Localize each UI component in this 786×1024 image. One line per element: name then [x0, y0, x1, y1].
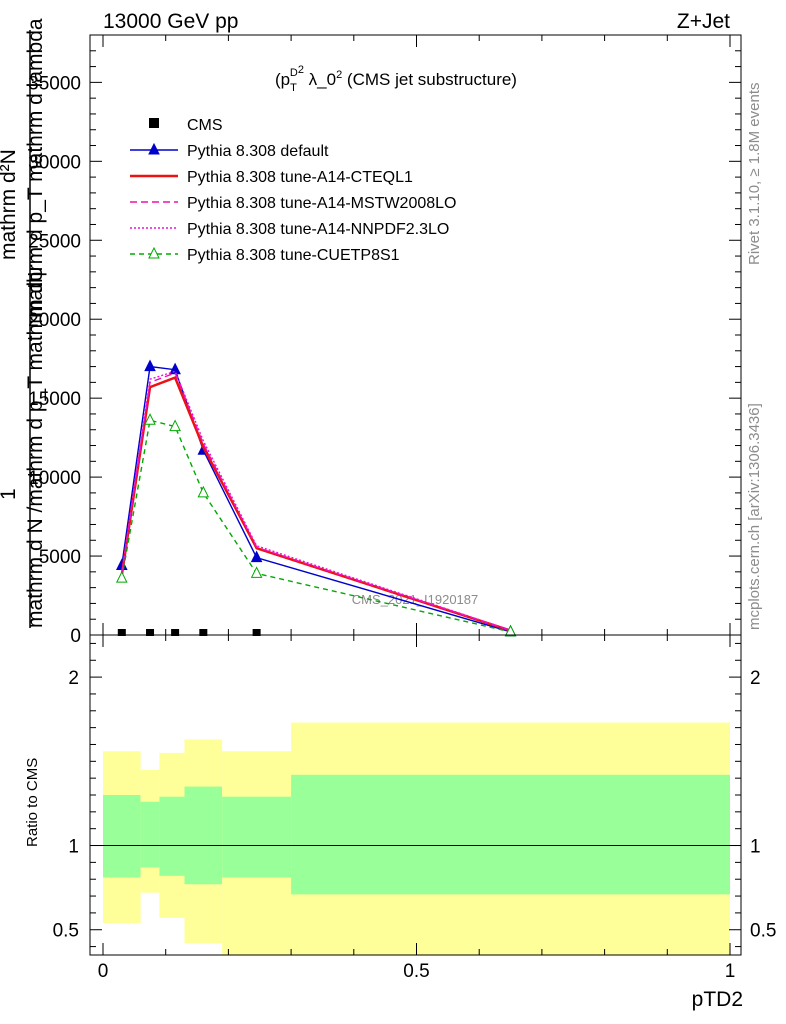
legend-label: Pythia 8.308 tune-A14-NNPDF2.3LO [187, 221, 449, 238]
series-layer [116, 359, 517, 637]
y-tick-label: 15000 [28, 389, 81, 410]
green-band [222, 796, 292, 878]
y-tick-label: 30000 [28, 152, 81, 173]
legend-label: Pythia 8.308 tune-CUETP8S1 [187, 247, 400, 264]
ratio-y-tick-label-right: 2 [750, 668, 761, 689]
green-band [103, 795, 141, 878]
green-band [140, 801, 160, 868]
series-marker [504, 624, 517, 637]
series-marker [116, 571, 128, 583]
rivet-version-label: Rivet 3.1.10, ≥ 1.8M events [746, 83, 763, 266]
plot-title: (pTD2 λ_02 (CMS jet substructure) [275, 64, 517, 94]
uncertainty-bands [103, 722, 730, 955]
series-line [121, 419, 511, 633]
main-y-ticks [90, 34, 741, 636]
ratio-x-tick-labels: 0 0.5 1 [98, 961, 736, 982]
ratio-y-tick-label-right: 1 [750, 837, 761, 858]
cms-data-point [199, 629, 208, 636]
x-tick-label: 1 [725, 961, 736, 982]
series-marker [197, 485, 210, 498]
legend-entry: Pythia 8.308 default [130, 142, 329, 160]
cms-data-point [146, 629, 155, 636]
legend-entry: Pythia 8.308 tune-CUETP8S1 [130, 246, 400, 264]
legend-marker [149, 118, 159, 128]
legend-label: Pythia 8.308 default [187, 143, 329, 160]
series-marker [144, 413, 156, 425]
series-marker [250, 550, 263, 563]
mcplots-label: mcplots.cern.ch [arXiv:1306.3436] [746, 403, 763, 630]
y-tick-label: 25000 [28, 231, 81, 252]
ratio-y-tick-label-right: 0.5 [750, 921, 776, 942]
legend: CMS Pythia 8.308 default Pythia 8.308 tune… [130, 117, 456, 264]
legend-label: Pythia 8.308 tune-A14-CTEQL1 [187, 169, 413, 186]
y-tick-label: 20000 [28, 310, 81, 331]
legend-entry: CMS [149, 117, 223, 134]
y-tick-label: 5000 [39, 547, 81, 568]
y-tick-label: 10000 [28, 468, 81, 489]
series-marker [169, 419, 181, 432]
series-marker [250, 566, 263, 578]
ylabel-line4: mathrm d N /mathrm d p_T mathrm dψ [24, 267, 47, 628]
green-band [184, 786, 223, 885]
green-band [291, 774, 730, 895]
cms-data-point [117, 629, 126, 636]
series-marker [144, 359, 156, 372]
series-line [121, 370, 511, 631]
ylabel-line1: mathrm d²N [0, 149, 20, 260]
x-tick-label: 0 [98, 961, 109, 982]
collision-label: 13000 GeV pp [103, 10, 238, 33]
y-tick-label: 0 [70, 626, 81, 647]
legend-label: CMS [187, 117, 223, 134]
green-band [159, 796, 185, 876]
ratio-y-tick-label: 2 [68, 668, 79, 689]
ratio-ticks [90, 635, 741, 955]
ratio-y-axis-label: Ratio to CMS [24, 758, 41, 847]
ratio-y-tick-label: 0.5 [53, 921, 79, 942]
legend-marker [148, 142, 160, 155]
cms-data-point [171, 629, 180, 636]
legend-entry: Pythia 8.308 tune-A14-NNPDF2.3LO [130, 221, 449, 238]
cms-data-point [252, 629, 261, 636]
ratio-y-tick-label: 1 [68, 837, 79, 858]
process-label: Z+Jet [677, 10, 730, 33]
ratio-y-tick-labels: 0.5 0.5 1 1 2 2 [53, 668, 777, 942]
main-y-axis-label: mathrm d²N mathrm d p_T mathrm d lambda … [0, 18, 47, 628]
main-y-tick-labels: 0 5000 10000 15000 20000 25000 30000 35000 [28, 73, 81, 647]
x-tick-label: 0.5 [403, 961, 429, 982]
x-axis-label: pTD2 [692, 988, 743, 1011]
legend-label: Pythia 8.308 tune-A14-MSTW2008LO [187, 195, 456, 212]
legend-entry: Pythia 8.308 tune-A14-CTEQL1 [130, 169, 413, 186]
legend-entry: Pythia 8.308 tune-A14-MSTW2008LO [130, 195, 456, 212]
ratio-panel: 0.5 0.51 12 2 0 0.5 1 Ratio to CMS pTD2 [24, 634, 777, 1011]
y-tick-label: 35000 [28, 73, 81, 94]
ylabel-line3: 1 [0, 488, 20, 500]
legend-marker [148, 246, 160, 259]
